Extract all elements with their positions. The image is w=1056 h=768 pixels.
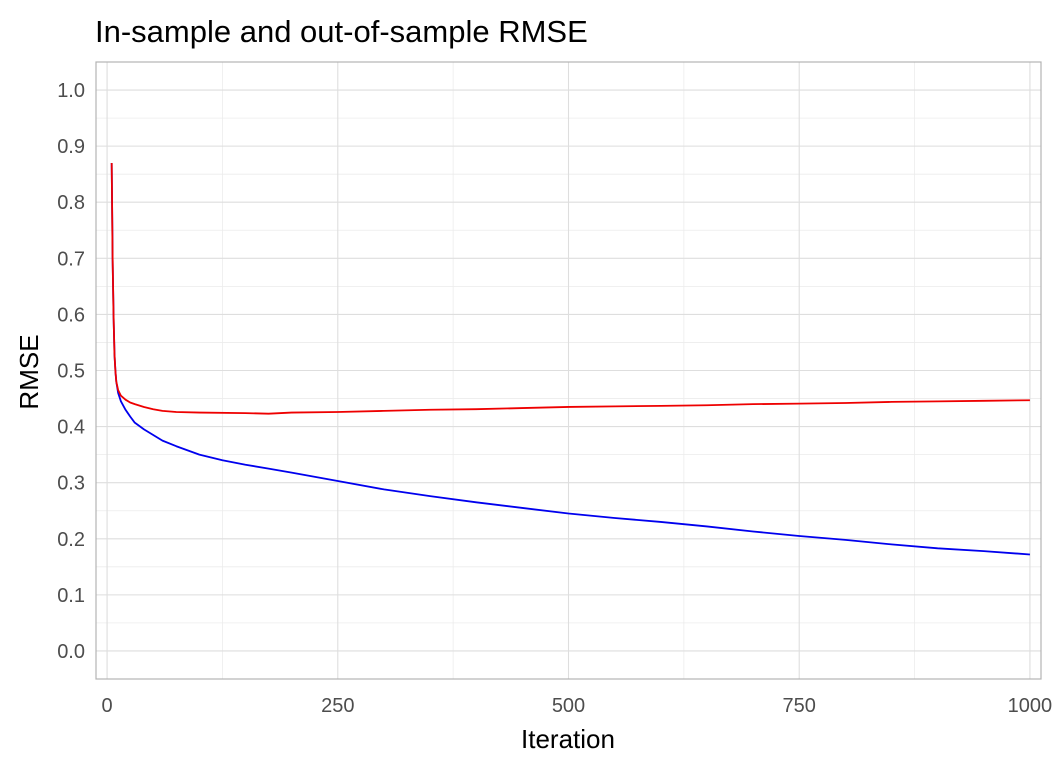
y-tick-label: 0.9 [57, 136, 85, 158]
y-tick-label: 0.6 [57, 304, 85, 326]
y-tick-label: 0.4 [57, 417, 85, 439]
y-tick-label: 0.0 [57, 641, 85, 663]
chart-title: In-sample and out-of-sample RMSE [95, 14, 588, 49]
x-tick-label: 250 [321, 695, 354, 717]
data-series [110, 162, 1030, 556]
x-axis-ticks: 0 250 500 750 1000 [102, 695, 1053, 717]
y-tick-label: 0.1 [57, 585, 85, 607]
y-axis-title: RMSE [14, 334, 44, 409]
y-tick-label: 0.3 [57, 473, 85, 495]
x-tick-label: 750 [783, 695, 816, 717]
y-tick-label: 0.7 [57, 248, 85, 270]
blue-series-line [110, 162, 1030, 556]
x-axis-title: Iteration [521, 724, 615, 754]
y-tick-label: 1.0 [57, 80, 85, 102]
red-series-line [110, 162, 1030, 415]
y-axis-ticks: 0.0 0.1 0.2 0.3 0.4 0.5 0.6 0.7 0.8 0.9 1.0 [57, 80, 85, 663]
y-tick-label: 0.2 [57, 529, 85, 551]
y-tick-label: 0.5 [57, 361, 85, 383]
x-tick-label: 1000 [1008, 695, 1053, 717]
x-tick-label: 0 [102, 695, 113, 717]
grid [96, 62, 1041, 679]
panel-border [95, 61, 1042, 680]
y-tick-label: 0.8 [57, 192, 85, 214]
x-tick-label: 500 [552, 695, 585, 717]
